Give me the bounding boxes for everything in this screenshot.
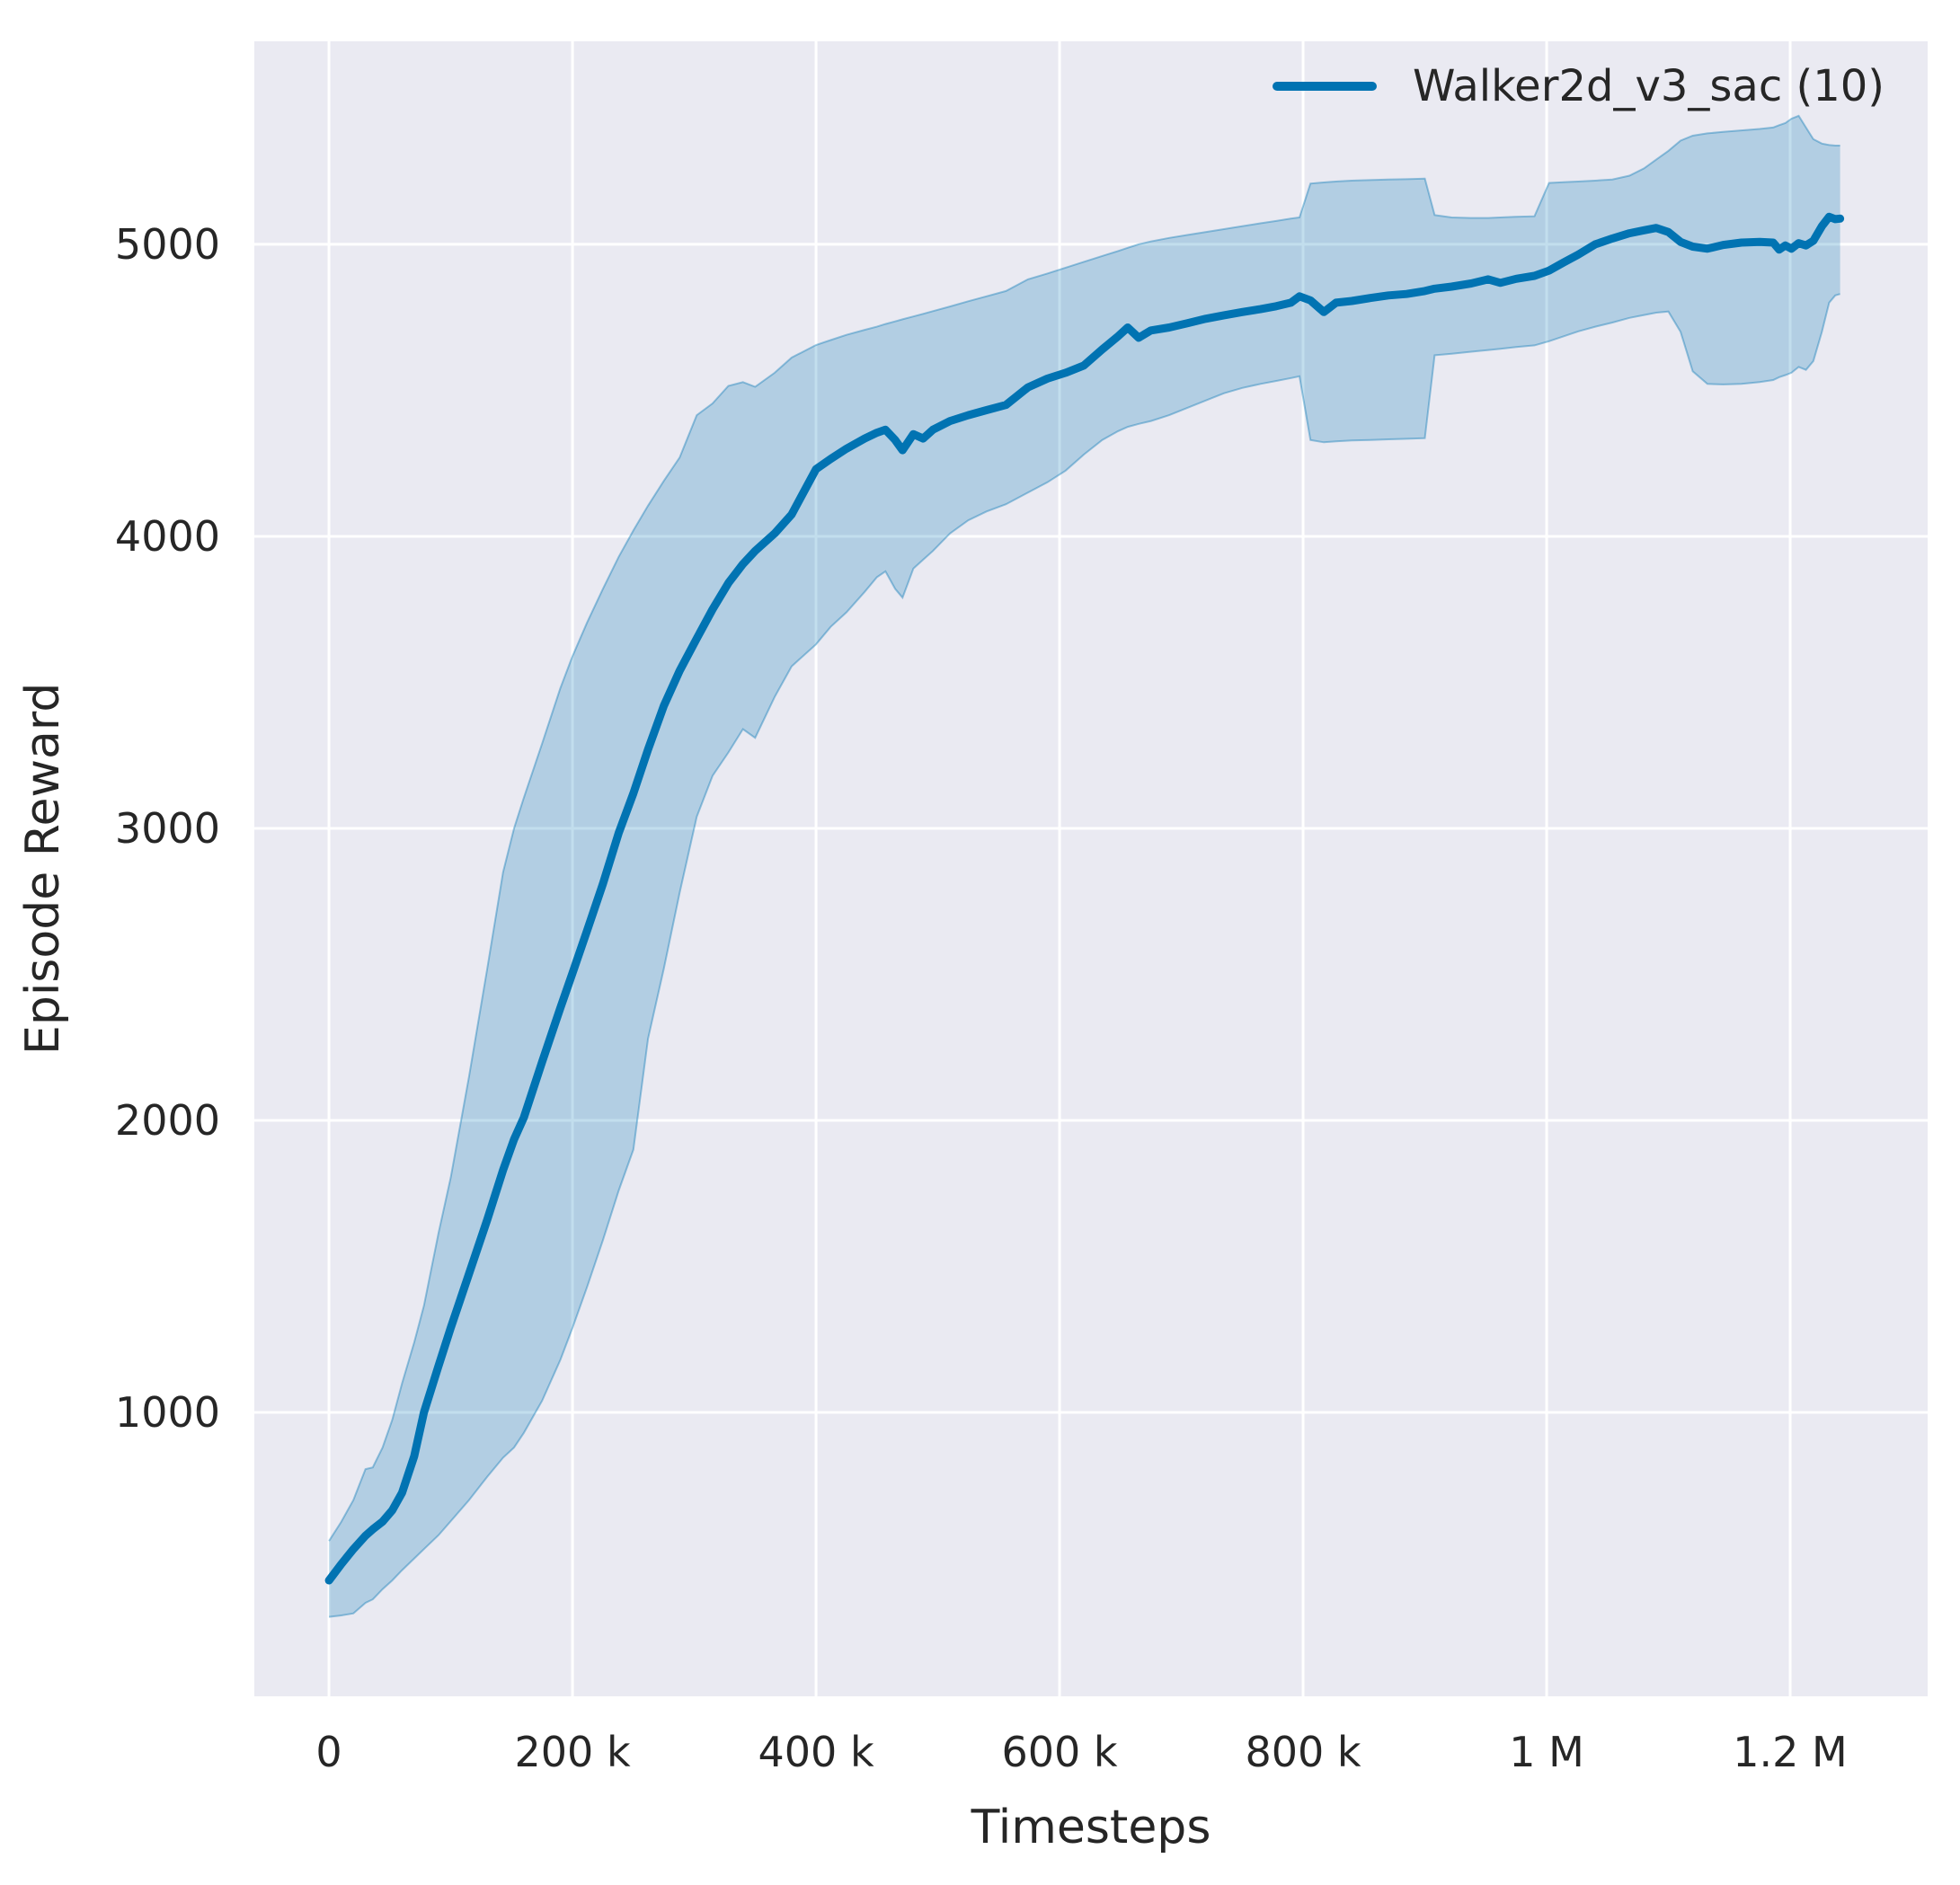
x-tick-label: 200 k: [515, 1728, 631, 1776]
axes-background: [254, 41, 1928, 1696]
y-axis-label: Episode Reward: [16, 682, 70, 1056]
legend-line-swatch-icon: [1272, 82, 1377, 91]
mean-reward-line: [324, 212, 1845, 1585]
x-axis-label: Timesteps: [971, 1801, 1211, 1854]
x-tick-label: 1.2 M: [1733, 1728, 1847, 1776]
confidence-band: [329, 115, 1840, 1617]
y-tick-label: 3000: [115, 804, 220, 853]
band-upper-edge: [328, 114, 1840, 1542]
legend: Walker2d_v3_sac (10): [1272, 61, 1885, 111]
x-tick-label: 800 k: [1246, 1728, 1361, 1776]
y-tick-label: 1000: [115, 1388, 220, 1437]
legend-series-label: Walker2d_v3_sac (10): [1412, 61, 1885, 111]
y-tick-label: 2000: [115, 1096, 220, 1145]
x-tick-label: 400 k: [758, 1728, 874, 1776]
band-lower-edge: [328, 293, 1840, 1618]
x-tick-label: 600 k: [1002, 1728, 1118, 1776]
x-tick-label: 1 M: [1509, 1728, 1584, 1776]
y-tick-label: 5000: [115, 220, 220, 269]
x-tick-label: 0: [315, 1728, 341, 1776]
y-tick-label: 4000: [115, 512, 220, 561]
